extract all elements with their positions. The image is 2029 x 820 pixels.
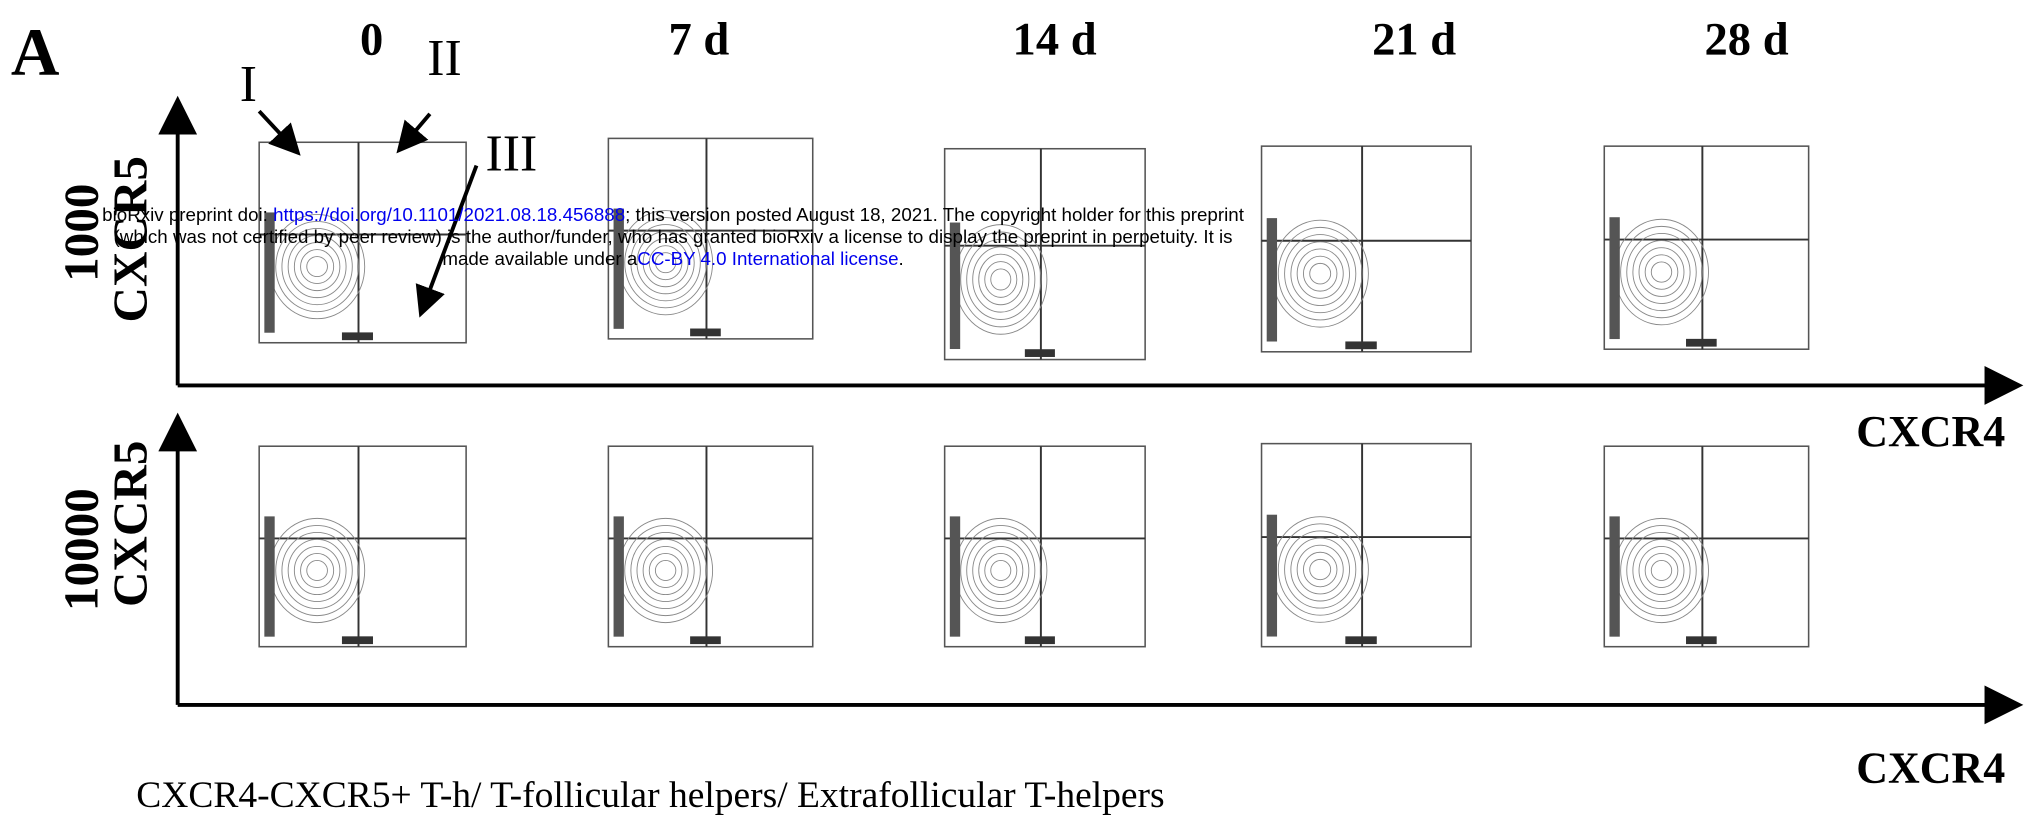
panel-label: A (11, 15, 60, 90)
annotation: II (427, 30, 461, 87)
column-header: 7 d (669, 14, 730, 65)
row-dose: 1000 (53, 184, 108, 282)
column-header: 21 d (1372, 14, 1456, 65)
event-cluster (1345, 636, 1376, 644)
license-link[interactable]: CC-BY 4.0 International license (637, 248, 898, 269)
header-line: made available under aCC-BY 4.0 Internat… (442, 248, 903, 269)
event-cluster (950, 516, 960, 636)
header-text: ; this version posted August 18, 2021. T… (625, 204, 1245, 225)
event-cluster (1609, 516, 1619, 636)
figure-page: A 0 7 d 14 d 21 d 28 d I II III 1000 CXC… (0, 0, 2029, 820)
event-cluster (1345, 341, 1376, 349)
column-header: 14 d (1013, 14, 1097, 65)
header-text: bioRxiv preprint doi: (102, 204, 273, 225)
event-cluster (1686, 636, 1717, 644)
header-text: made available under a (442, 248, 637, 269)
background (0, 0, 2028, 820)
event-cluster (342, 332, 373, 340)
doi-link[interactable]: https://doi.org/10.1101/2021.08.18.45688… (273, 204, 625, 225)
header-line: (which was not certified by peer review)… (114, 226, 1233, 247)
event-cluster (1025, 636, 1055, 644)
x-axis-label: CXCR4 (1856, 407, 2005, 456)
event-cluster (1267, 515, 1277, 637)
event-cluster (1267, 218, 1277, 341)
header-text: . (899, 248, 904, 269)
event-cluster (690, 329, 721, 337)
caption: CXCR4-CXCR5+ T-h/ T-follicular helpers/ … (136, 775, 1164, 816)
annotation: I (240, 56, 257, 113)
row-y-label: CXCR5 (103, 441, 158, 607)
column-header: 0 (360, 14, 383, 65)
event-cluster (1025, 349, 1055, 357)
event-cluster (690, 636, 721, 644)
column-header: 28 d (1705, 14, 1789, 65)
event-cluster (342, 636, 373, 644)
header-line: bioRxiv preprint doi: https://doi.org/10… (102, 204, 1245, 225)
event-cluster (264, 516, 274, 636)
event-cluster (1609, 217, 1619, 339)
event-cluster (614, 516, 624, 636)
event-cluster (1686, 339, 1717, 347)
row-dose: 10000 (53, 488, 108, 611)
x-axis-label: CXCR4 (1856, 743, 2005, 792)
annotation: III (486, 126, 538, 183)
